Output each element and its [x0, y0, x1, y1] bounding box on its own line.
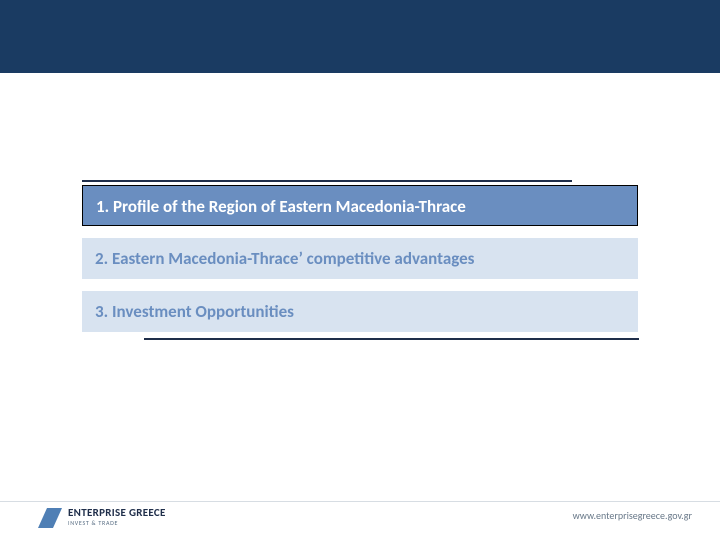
- menu-block: 1. Profile of the Region of Eastern Mace…: [82, 185, 638, 344]
- menu-item-label: 2. Eastern Macedonia-Thrace’ competitive…: [95, 248, 474, 269]
- menu-item-label: 1. Profile of the Region of Eastern Mace…: [96, 196, 466, 217]
- footer-url: www.enterprisegreece.gov.gr: [573, 509, 692, 522]
- logo-tagline: INVEST & TRADE: [68, 520, 166, 526]
- logo-mark-icon: [38, 506, 62, 530]
- menu-item-label: 3. Investment Opportunities: [95, 301, 294, 322]
- footer-divider: [0, 501, 720, 502]
- menu-item-2[interactable]: 2. Eastern Macedonia-Thrace’ competitive…: [82, 238, 638, 279]
- bottom-divider: [144, 338, 639, 340]
- logo-text: ENTERPRISE GREECE INVEST & TRADE: [68, 507, 166, 526]
- menu-item-1[interactable]: 1. Profile of the Region of Eastern Mace…: [82, 185, 638, 226]
- logo-brand: ENTERPRISE GREECE: [68, 507, 166, 518]
- slide: 1. Profile of the Region of Eastern Mace…: [0, 0, 720, 540]
- header-bar: [0, 0, 720, 73]
- menu-item-3[interactable]: 3. Investment Opportunities: [82, 291, 638, 332]
- top-divider: [82, 180, 572, 182]
- enterprise-greece-logo: ENTERPRISE GREECE INVEST & TRADE: [38, 503, 166, 530]
